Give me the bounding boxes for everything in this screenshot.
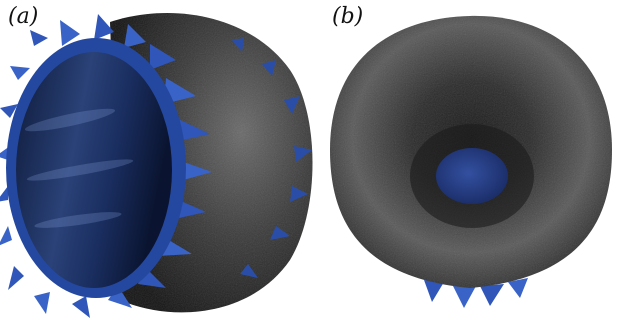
panel-a: (a) (0, 4, 313, 318)
panel-label-b: (b) (332, 4, 364, 29)
interior-highlights (24, 108, 134, 228)
tilted-pore-render (0, 12, 313, 318)
front-pore-render (330, 15, 612, 308)
pore-interior (16, 52, 172, 288)
spikes-rim (0, 14, 212, 318)
panel-b: (b) (320, 0, 621, 322)
spikes-bottom (424, 278, 528, 308)
spikes-back (232, 38, 312, 278)
pore-opening (436, 148, 508, 204)
panel-label-a: (a) (8, 4, 39, 29)
